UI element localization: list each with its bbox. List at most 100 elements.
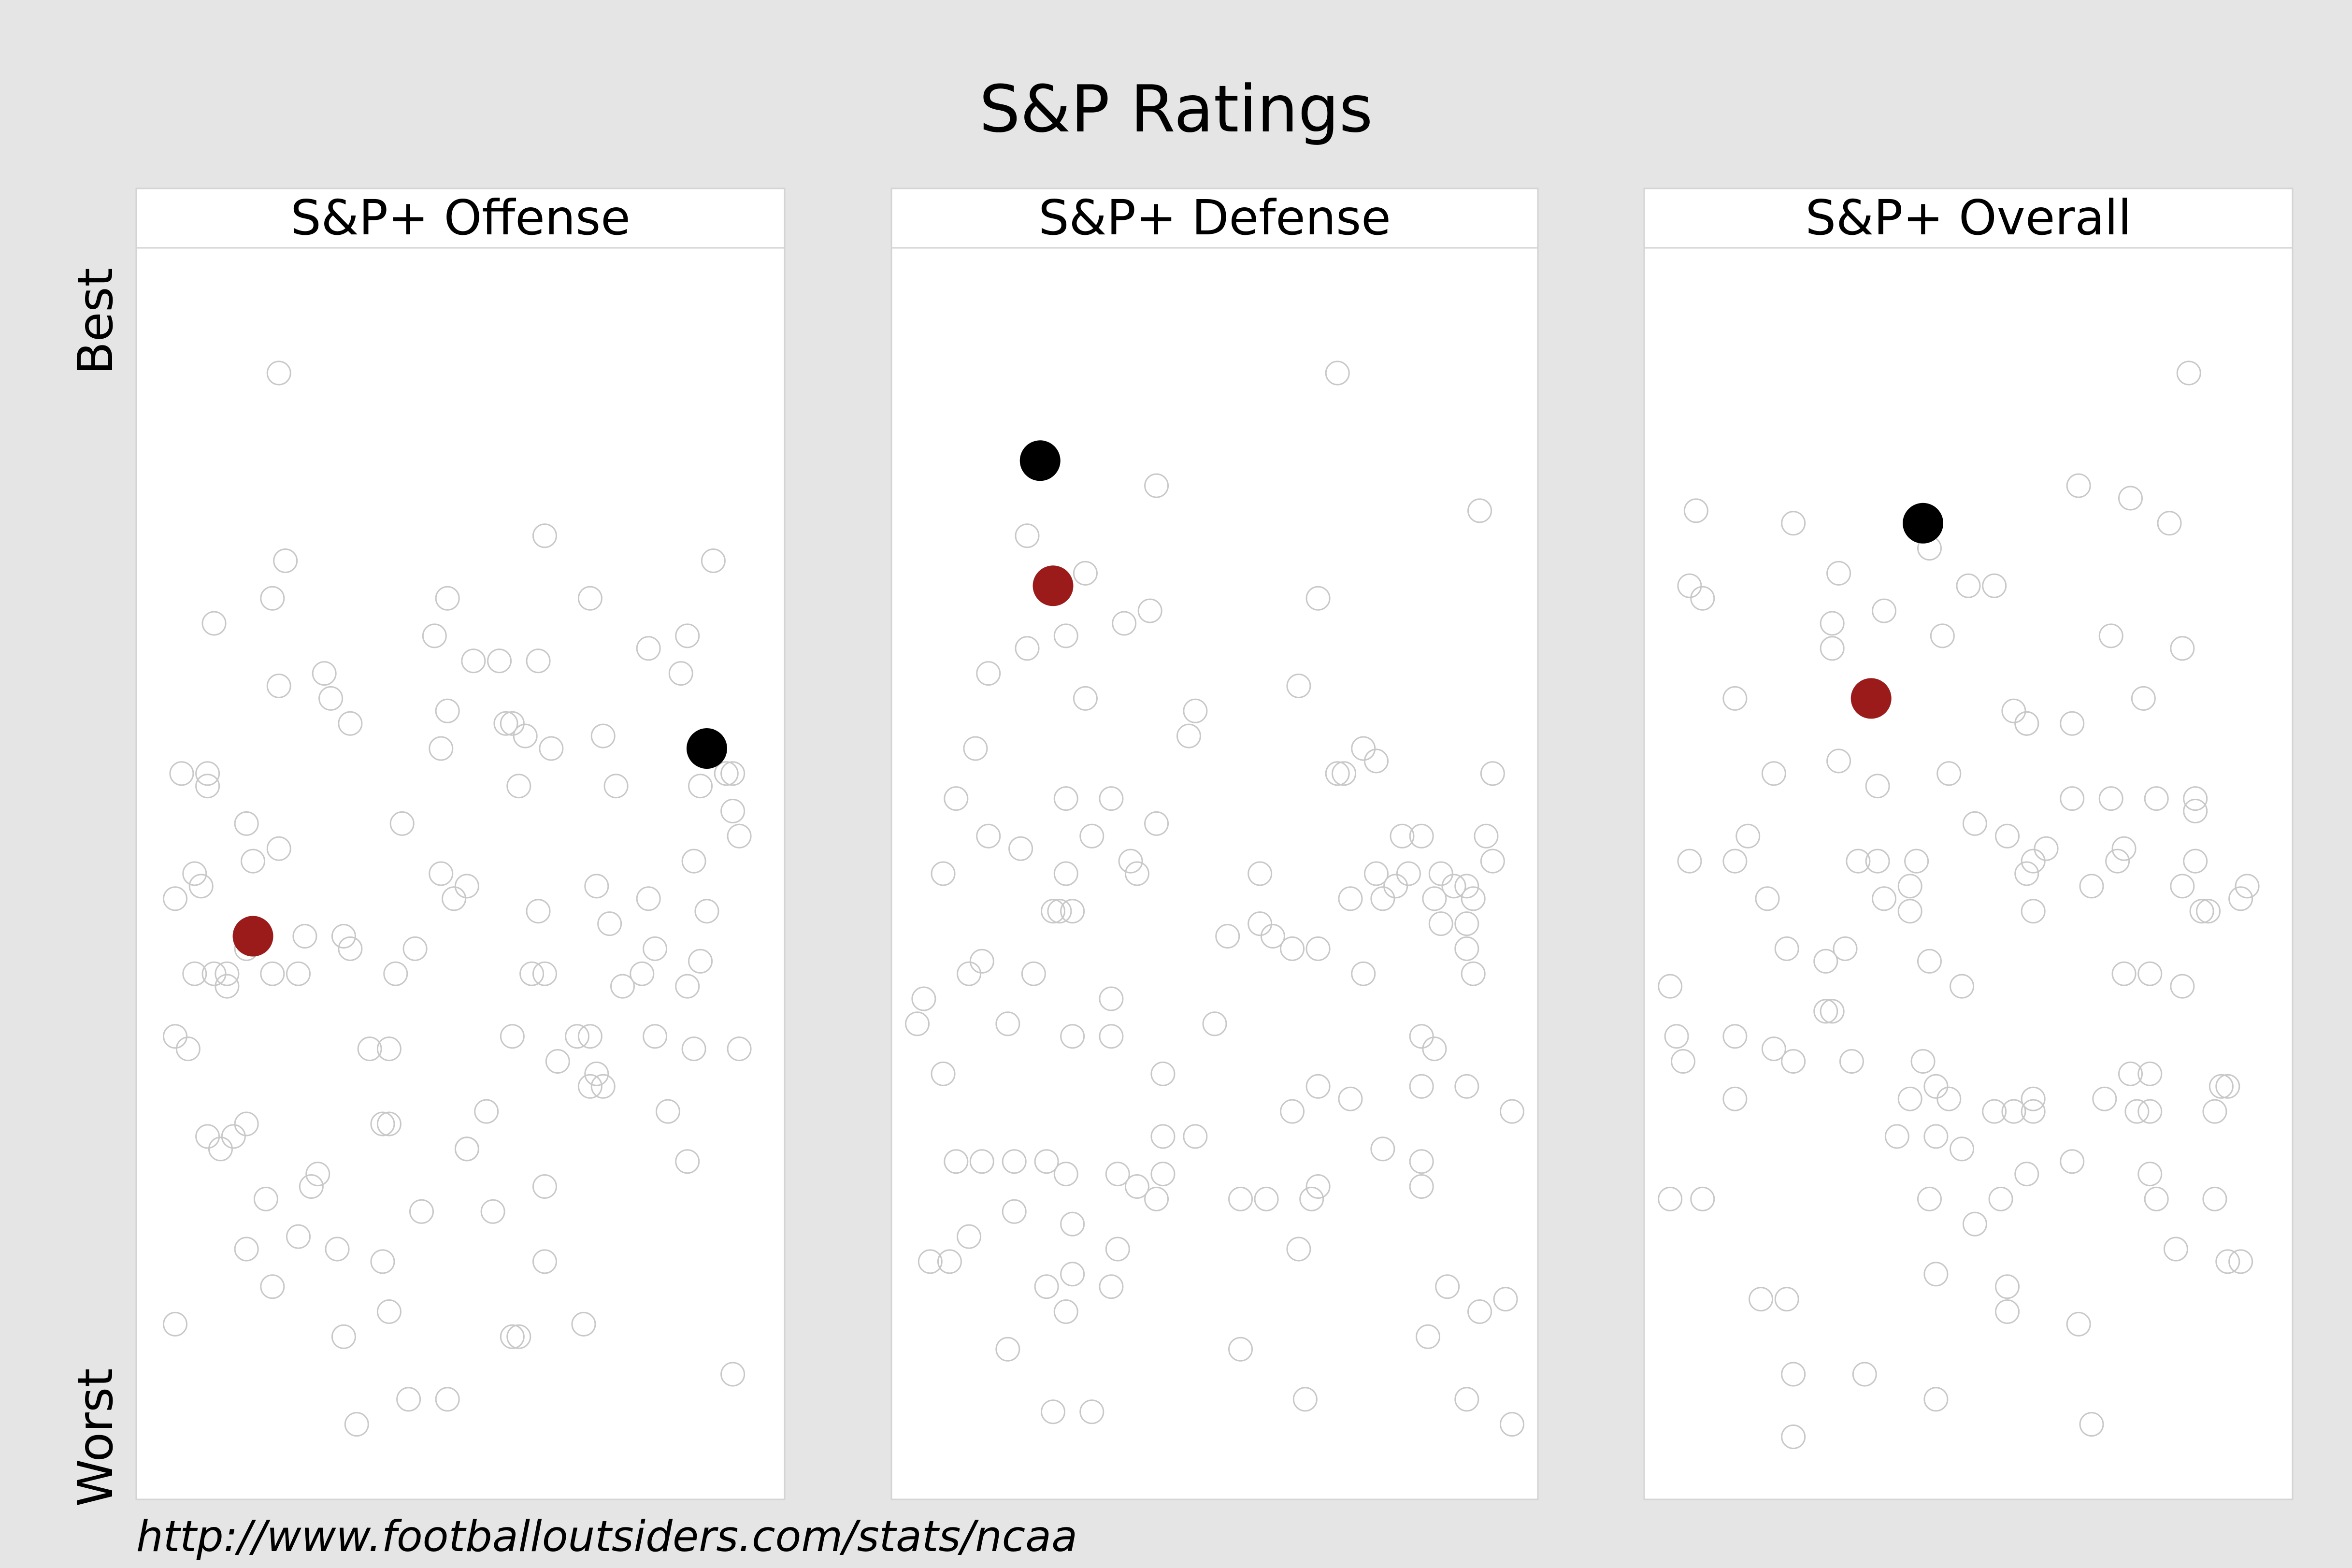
team-point [1079,1399,1104,1424]
panel-title-defense: S&P+ Defense [1038,189,1391,246]
team-point [2118,1061,2143,1086]
team-point [720,799,746,823]
team-point [1144,473,1169,498]
team-point [1474,823,1499,849]
team-point [1053,1299,1078,1324]
team-point [2118,486,2143,511]
team-point [1409,1074,1434,1099]
team-point [1956,573,1981,598]
team-point [1499,1099,1524,1124]
team-point [2163,1237,2188,1262]
team-point [312,661,337,686]
team-point [1664,1024,1689,1049]
panel-header-offense [135,187,786,249]
team-point [1493,1287,1518,1312]
team-point [1995,823,2020,849]
team-point [944,786,969,811]
team-point [526,899,551,924]
team-point [1332,761,1357,786]
team-point [1833,936,1858,961]
team-point [422,623,447,648]
team-point [1060,1211,1085,1237]
team-point [2202,1186,2227,1211]
team-point [1774,1287,1799,1312]
team-point [1416,1324,1441,1349]
team-point [590,723,616,748]
team-point [435,698,460,723]
panels-group: S&P+ Offense S&P+ Defense S&P+ Overall [135,187,2294,1500]
team-point [1995,1299,2020,1324]
team-point [1722,849,1748,874]
team-point [701,548,726,573]
team-point [1099,986,1124,1011]
team-point [376,1036,402,1062]
team-point [1781,1424,1806,1449]
team-point [1923,1387,1949,1412]
team-point [2111,961,2137,986]
team-point [195,774,220,799]
team-point [1053,1162,1078,1187]
team-point [286,961,311,986]
team-point [1467,1299,1492,1324]
team-point [182,861,207,886]
team-point [253,1186,278,1211]
team-point [357,1036,382,1062]
team-point [305,1162,330,1187]
team-point [1781,511,1806,536]
team-point [338,936,363,961]
team-point [2014,1162,2039,1187]
team-point [519,961,545,986]
team-point [1761,761,1786,786]
team-point [1105,1162,1130,1187]
team-point [1923,1074,1949,1099]
team-point [480,1199,505,1224]
plot-area-overall [1643,247,2294,1500]
team-point [201,961,227,986]
team-point [2014,711,2039,736]
panel-header-overall [1643,187,2294,249]
team-point [234,1237,259,1262]
team-point [376,1299,402,1324]
team-point [1183,1124,1208,1149]
team-point [1820,611,1845,636]
team-point [331,924,356,949]
team-point [1897,1086,1922,1111]
team-point [2189,899,2214,924]
team-point [1079,823,1104,849]
team-point [1480,849,1505,874]
team-point [1105,1237,1130,1262]
team-point [389,811,415,836]
team-point [1176,723,1201,748]
team-point [1228,1337,1253,1362]
team-point [1454,936,1479,961]
team-point [2170,636,2195,661]
highlight-team-black-point [1903,503,1944,544]
team-point [260,1274,285,1299]
team-point [1820,636,1845,661]
team-point [1982,1099,2007,1124]
team-point [2196,899,2221,924]
team-point [1053,786,1078,811]
panel-offense: S&P+ Offense [135,187,786,1500]
team-point [402,936,428,961]
team-point [2001,1099,2026,1124]
team-point [584,1061,609,1086]
team-point [1409,823,1434,849]
team-point [1813,999,1838,1024]
plot-area-offense [135,247,786,1500]
team-point [500,711,525,736]
team-point [2209,1074,2234,1099]
highlight-team-black-point [1019,440,1061,481]
team-point [2021,1099,2046,1124]
team-point [1351,961,1376,986]
team-point [429,861,454,886]
team-point [1124,861,1149,886]
team-point [720,761,746,786]
team-point [383,961,408,986]
team-point [506,774,531,799]
team-point [513,723,538,748]
team-point [1467,498,1492,523]
team-point [318,686,344,711]
team-point [1454,874,1479,899]
team-point [526,648,551,674]
